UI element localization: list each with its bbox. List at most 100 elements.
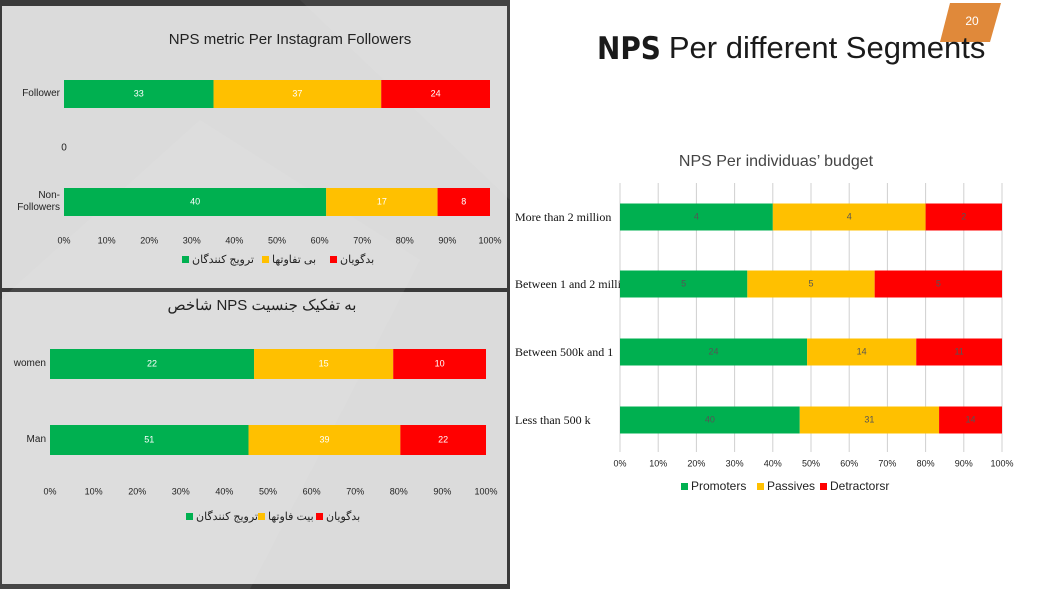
- title-rest: Per different Segments: [669, 30, 986, 65]
- y-tick-label: Man: [26, 434, 46, 445]
- x-tick-label: 20%: [140, 235, 158, 245]
- bar-segment: [326, 188, 438, 216]
- x-tick-label: 30%: [726, 458, 744, 468]
- data-label: 31: [864, 414, 874, 424]
- data-label: 24: [431, 88, 441, 98]
- data-label: 24: [709, 346, 719, 356]
- x-tick-label: 70%: [878, 458, 896, 468]
- data-label: 5: [808, 278, 813, 288]
- bar-segment: [437, 188, 490, 216]
- chart-box: [2, 6, 507, 288]
- bar-segment: [772, 203, 926, 231]
- legend-swatch: [330, 256, 337, 263]
- page-number: 20: [965, 14, 979, 28]
- category-label-box: Follower: [22, 88, 60, 99]
- x-tick-label: 20%: [687, 458, 705, 468]
- x-tick-label: 90%: [955, 458, 973, 468]
- legend-label: بدگویان: [326, 510, 360, 523]
- x-tick-label: 90%: [438, 235, 456, 245]
- page-badge: [940, 3, 1001, 42]
- data-label: 33: [134, 88, 144, 98]
- x-tick-label: 10%: [98, 235, 116, 245]
- y-tick-label: women: [13, 358, 46, 369]
- data-label: 5: [936, 278, 941, 288]
- legend-swatch: [757, 483, 764, 490]
- data-label: 4: [847, 211, 852, 221]
- bar-segment: [620, 203, 773, 231]
- x-tick-label: 50%: [259, 486, 277, 496]
- bar-segment: [50, 425, 249, 455]
- legend-label: بی تفاوتها: [272, 254, 316, 266]
- x-tick-label: 30%: [172, 486, 190, 496]
- legend-swatch: [182, 256, 189, 263]
- legend-swatch: [316, 513, 323, 520]
- x-tick-label: 50%: [268, 235, 286, 245]
- legend-label: ترویج کنندگان: [192, 253, 254, 266]
- bar-segment: [799, 406, 940, 434]
- x-tick-label: 0%: [43, 486, 56, 496]
- x-tick-label: 40%: [215, 486, 233, 496]
- data-label: 15: [319, 358, 329, 368]
- data-label: 39: [319, 434, 329, 444]
- data-label: 22: [147, 358, 157, 368]
- y-tick-label: Between 500k and 1: [515, 345, 614, 359]
- bar-segment: [381, 80, 490, 108]
- data-label: 2: [961, 211, 966, 221]
- x-tick-label: 30%: [183, 235, 201, 245]
- category-label-box: More than 2 million: [515, 210, 612, 224]
- slide-title: NPS Per different Segments: [597, 30, 985, 66]
- x-tick-label: 20%: [128, 486, 146, 496]
- bar-segment: [874, 270, 1002, 298]
- data-label: 37: [292, 88, 302, 98]
- x-tick-label: 100%: [990, 458, 1013, 468]
- bar-segment: [747, 270, 875, 298]
- x-tick-label: 60%: [311, 235, 329, 245]
- data-label: 8: [461, 196, 466, 206]
- bar-segment: [64, 188, 327, 216]
- legend-swatch: [820, 483, 827, 490]
- x-tick-label: 70%: [353, 235, 371, 245]
- data-label: 4: [694, 211, 699, 221]
- legend-swatch: [186, 513, 193, 520]
- legend-label: Passives: [767, 479, 815, 493]
- legend-label: Detractorsr: [830, 479, 889, 493]
- bar-segment: [50, 349, 255, 379]
- x-tick-label: 10%: [85, 486, 103, 496]
- chart-title: NPS Per individuas’ budget: [679, 153, 874, 170]
- legend-swatch: [681, 483, 688, 490]
- y-tick-label: More than 2 million: [515, 210, 612, 224]
- category-label-box: Between 500k and 1: [515, 345, 614, 359]
- data-label: 5: [681, 278, 686, 288]
- bar-segment: [620, 270, 748, 298]
- legend-swatch: [258, 513, 265, 520]
- category-label-box: Less than 500 k: [515, 413, 591, 427]
- annotation: 0: [61, 143, 67, 154]
- x-tick-label: 40%: [225, 235, 243, 245]
- legend-swatch: [262, 256, 269, 263]
- x-tick-label: 90%: [433, 486, 451, 496]
- y-tick-label: Follower: [22, 88, 60, 99]
- x-tick-label: 80%: [390, 486, 408, 496]
- x-tick-label: 10%: [649, 458, 667, 468]
- data-label: 14: [857, 346, 867, 356]
- x-tick-label: 70%: [346, 486, 364, 496]
- chart-title: شاخص NPS به تفکیک جنسیت: [168, 297, 357, 314]
- bar-segment: [807, 338, 917, 366]
- bar-segment: [939, 406, 1002, 434]
- category-label-box: women: [13, 358, 46, 369]
- legend-label: ترویج کنندگان: [196, 510, 258, 523]
- data-label: 17: [377, 196, 387, 206]
- x-tick-label: 50%: [802, 458, 820, 468]
- bar-segment: [400, 425, 486, 455]
- x-tick-label: 60%: [840, 458, 858, 468]
- data-label: 14: [966, 414, 976, 424]
- data-label: 11: [954, 346, 963, 356]
- x-tick-label: 80%: [396, 235, 414, 245]
- y-tick-label: Less than 500 k: [515, 413, 591, 427]
- category-label-box: Man: [26, 434, 46, 445]
- bar-segment: [620, 338, 808, 366]
- bar-segment: [254, 349, 394, 379]
- x-tick-label: 60%: [303, 486, 321, 496]
- chart-title: NPS metric Per Instagram Followers: [169, 31, 412, 48]
- y-tick-label: Non- Followers: [17, 190, 60, 213]
